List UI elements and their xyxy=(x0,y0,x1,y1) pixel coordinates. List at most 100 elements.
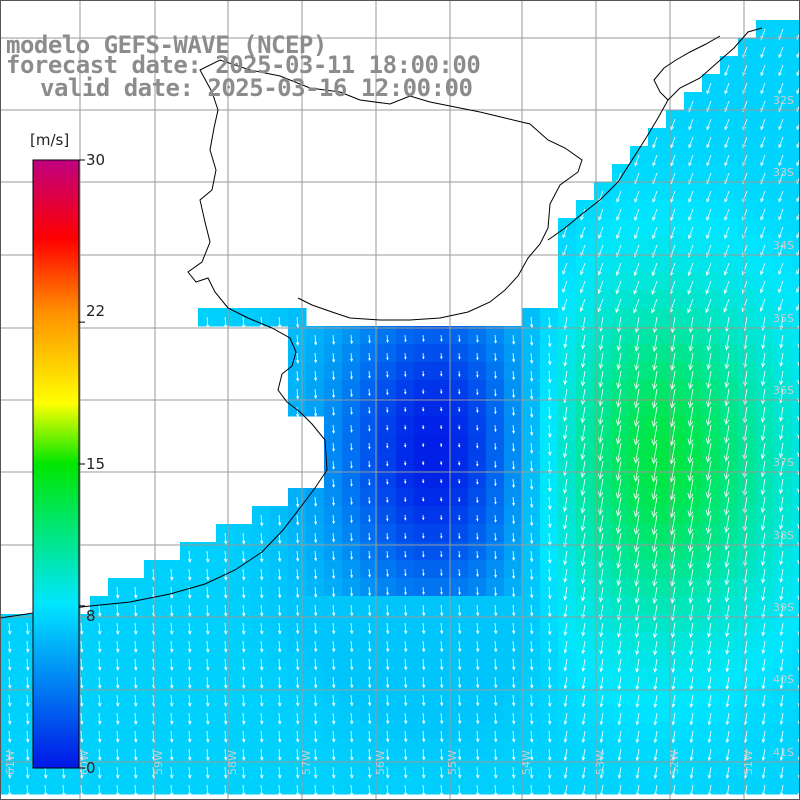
wind-arrow xyxy=(133,586,138,599)
wind-arrow xyxy=(313,640,318,653)
lon-label: 60W xyxy=(78,750,91,775)
wind-arrow xyxy=(494,568,497,579)
wind-arrow xyxy=(493,604,498,617)
wind-arrow xyxy=(581,622,586,637)
lon-label: 51W xyxy=(742,750,755,775)
wind-arrow xyxy=(386,550,389,559)
wind-arrow xyxy=(205,766,210,779)
wind-arrow xyxy=(439,658,444,671)
wind-arrow xyxy=(367,640,372,653)
wind-arrow xyxy=(331,730,336,743)
wind-arrow xyxy=(350,478,353,487)
wind-arrow xyxy=(385,766,390,779)
wind-arrow xyxy=(581,676,586,690)
wind-arrow xyxy=(7,640,12,653)
wind-arrow xyxy=(669,370,676,390)
wind-arrow xyxy=(223,640,228,653)
wind-arrow xyxy=(529,586,534,599)
wind-arrow xyxy=(404,352,407,360)
wind-arrow xyxy=(580,208,586,221)
wind-arrow xyxy=(259,514,264,527)
wind-cell xyxy=(792,650,800,669)
wind-arrow xyxy=(580,370,586,387)
wind-arrow xyxy=(350,460,353,469)
wind-arrow xyxy=(779,748,784,761)
wind-arrow xyxy=(760,136,766,149)
wind-cell xyxy=(792,380,800,399)
wind-arrow xyxy=(386,478,389,485)
wind-arrow xyxy=(331,604,336,617)
wind-arrow xyxy=(79,784,84,797)
wind-arrow xyxy=(476,514,479,522)
wind-arrow xyxy=(529,784,534,797)
wind-arrow xyxy=(724,208,730,221)
wind-arrow xyxy=(760,406,766,423)
wind-arrow xyxy=(205,622,210,635)
wind-arrow xyxy=(277,694,282,707)
wind-arrow xyxy=(277,640,282,653)
wind-arrow xyxy=(349,748,354,761)
wind-arrow xyxy=(494,334,497,344)
wind-arrow xyxy=(669,388,676,409)
colorbar-tick-label: 8 xyxy=(86,607,96,625)
wind-arrow xyxy=(404,550,407,558)
wind-arrow xyxy=(760,118,766,131)
wind-arrow xyxy=(97,784,102,797)
wind-arrow xyxy=(652,334,658,353)
wind-arrow xyxy=(706,568,712,586)
wind-arrow xyxy=(332,334,336,345)
wind-arrow xyxy=(688,208,694,222)
wind-arrow xyxy=(778,280,784,294)
wind-arrow xyxy=(706,352,712,371)
wind-arrow xyxy=(241,532,246,545)
wind-arrow xyxy=(476,532,479,541)
wind-arrow xyxy=(688,352,694,371)
wind-arrow xyxy=(670,118,676,131)
wind-arrow xyxy=(760,514,766,531)
wind-arrow xyxy=(367,622,372,635)
wind-arrow xyxy=(761,568,766,584)
wind-arrow xyxy=(529,568,534,581)
wind-arrow xyxy=(476,496,479,504)
wind-arrow xyxy=(494,496,497,505)
wind-arrow xyxy=(133,694,138,707)
wind-arrow xyxy=(616,190,622,203)
lat-label: 36S xyxy=(773,384,794,397)
wind-arrow xyxy=(617,730,622,744)
wind-arrow xyxy=(421,604,426,617)
wind-arrow xyxy=(439,694,444,707)
wind-arrow xyxy=(404,388,407,395)
wind-arrow xyxy=(512,568,516,580)
wind-arrow xyxy=(707,766,712,780)
wind-arrow xyxy=(723,298,730,313)
wind-arrow xyxy=(761,604,766,619)
wind-arrow xyxy=(422,352,425,360)
wind-arrow xyxy=(687,424,694,446)
wind-cell xyxy=(792,164,800,183)
wind-arrow xyxy=(133,748,138,761)
wind-arrow xyxy=(295,748,300,761)
wind-arrow xyxy=(403,766,408,779)
wind-arrow xyxy=(759,280,766,294)
wind-cell xyxy=(792,74,800,93)
wind-arrow xyxy=(563,370,568,386)
wind-arrow xyxy=(187,784,192,797)
wind-arrow xyxy=(115,586,120,599)
wind-arrow xyxy=(616,568,622,587)
wind-arrow xyxy=(493,712,498,725)
wind-arrow xyxy=(259,604,264,617)
wind-cell xyxy=(792,506,800,525)
wind-arrow xyxy=(563,640,568,654)
wind-arrow xyxy=(386,406,389,414)
wind-arrow xyxy=(368,460,371,468)
wind-arrow xyxy=(457,694,462,707)
wind-arrow xyxy=(598,532,604,551)
lon-label: 52W xyxy=(668,750,681,775)
wind-arrow xyxy=(635,766,640,780)
wind-arrow xyxy=(778,118,784,131)
wind-arrow xyxy=(403,712,408,725)
wind-arrow xyxy=(313,694,318,707)
wind-arrow xyxy=(241,568,246,581)
wind-arrow xyxy=(633,262,640,277)
wind-arrow xyxy=(458,568,461,577)
